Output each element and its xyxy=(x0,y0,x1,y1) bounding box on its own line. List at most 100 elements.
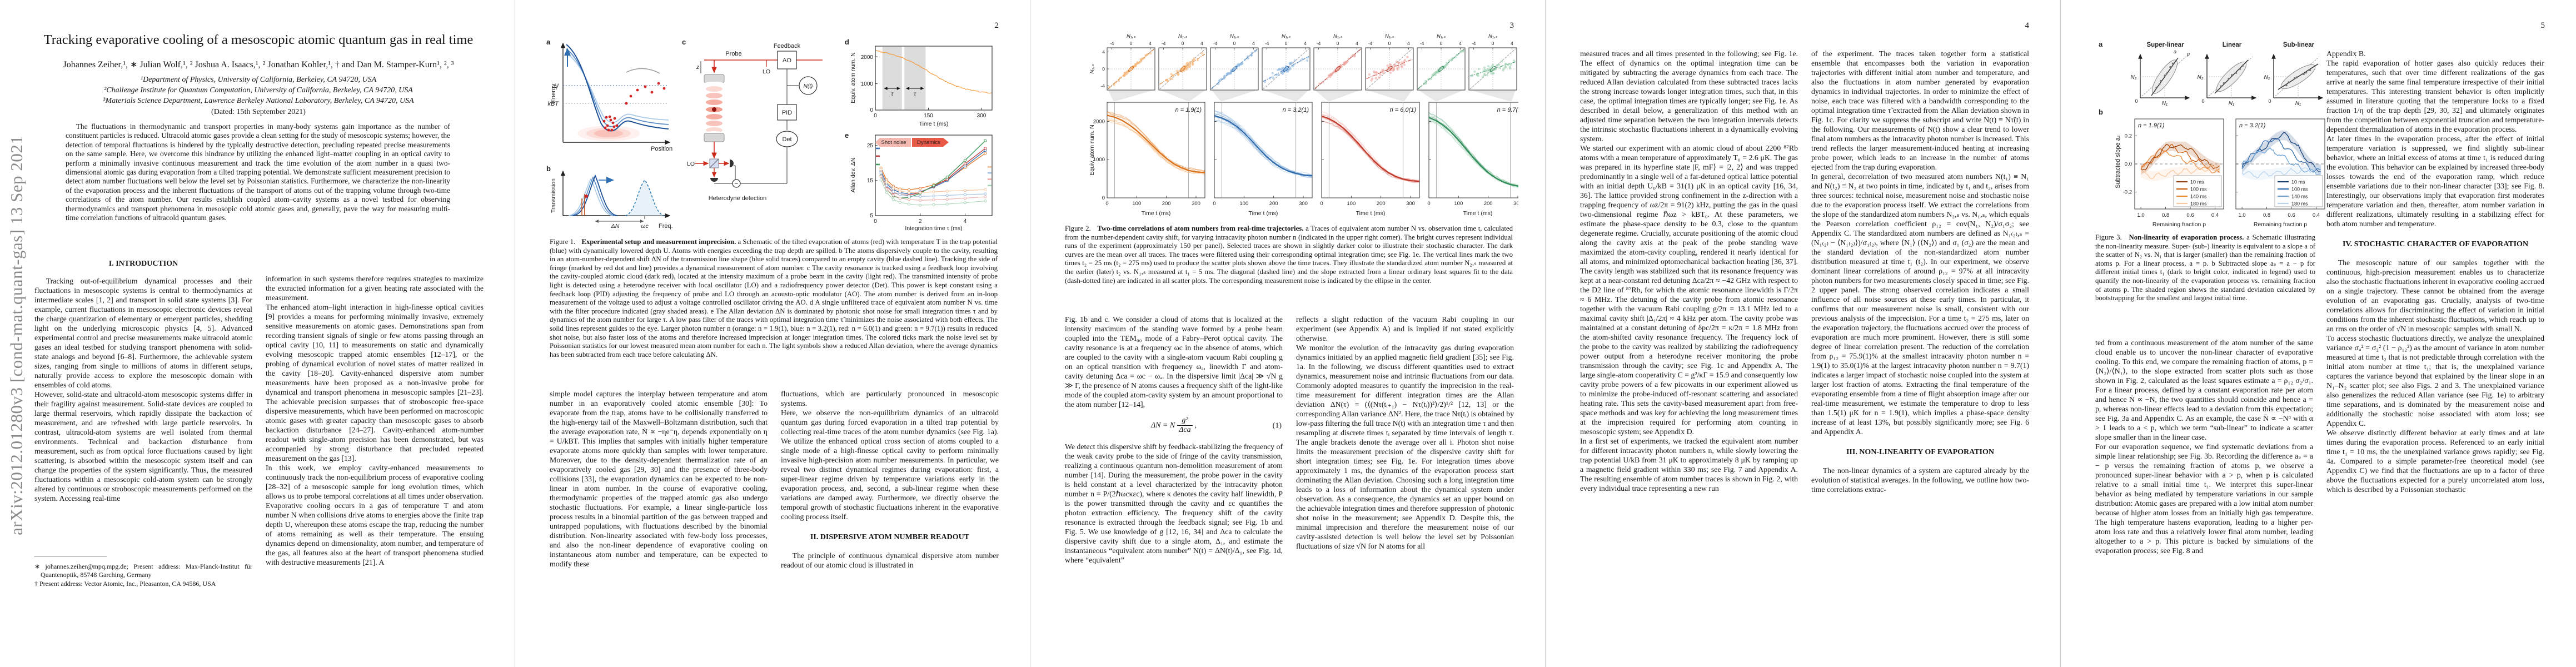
svg-text:−: − xyxy=(735,181,738,187)
tick-label: 300 xyxy=(977,113,986,119)
svg-text:200: 200 xyxy=(1377,201,1386,207)
fig3a-title-linear: Linear xyxy=(2223,42,2242,48)
svg-text:-4: -4 xyxy=(1317,41,1321,46)
svg-text:-4: -4 xyxy=(1213,41,1218,46)
fig3a-mini-linear: 0 N₂ N₁ xyxy=(2197,53,2257,107)
paragraph: To access stochastic fluctuations direct… xyxy=(2326,334,2544,427)
panel-letter-b: b xyxy=(2099,108,2103,116)
legend-item-label: 140 ms xyxy=(2291,194,2308,200)
dynamics-badge xyxy=(912,138,949,147)
svg-text:200: 200 xyxy=(1162,201,1171,207)
fig1a-xlabel: Position xyxy=(651,146,672,152)
paragraph: measured traces and all times presented … xyxy=(1580,49,1798,143)
page4-column-right: of the experiment. The traces taken toge… xyxy=(1811,49,2029,610)
panel-letter-c: c xyxy=(682,38,686,46)
section-heading-dispersive-readout: II. DISPERSIVE ATOM NUMBER READOUT xyxy=(810,533,970,541)
affiliation-3: ³Materials Science Department, Lawrence … xyxy=(103,97,414,105)
fig3a-title-super: Super-linear xyxy=(2146,42,2184,48)
svg-text:N₁,ₛ: N₁,ₛ xyxy=(1488,33,1497,39)
paragraph: information in such systems therefore re… xyxy=(266,275,484,302)
svg-text:2000: 2000 xyxy=(1093,118,1105,125)
svg-text:4: 4 xyxy=(1304,41,1307,46)
fig3a-mini-super: 0 N₂ N₁ a p xyxy=(2130,49,2190,107)
fig1e-ylabel: Allan dev. ΔN xyxy=(850,158,856,193)
paragraph: Appendix B. xyxy=(2326,49,2366,58)
figure-3-caption: Figure 3. Non-linearity of evaporation p… xyxy=(2095,233,2316,302)
paragraph: We detect this dispersive shift by feedb… xyxy=(1065,442,1283,565)
paragraph: reflects a slight reduction of the vacuu… xyxy=(1296,315,1514,342)
tick-label: 4 xyxy=(964,218,967,225)
legend-item-label: 180 ms xyxy=(2291,201,2308,207)
fig1c-lo-label: LO xyxy=(763,68,770,75)
fig1-panel-a: a Energy Position U kBT xyxy=(546,38,672,152)
svg-text:1.0: 1.0 xyxy=(2137,212,2145,218)
panel-letter-a: a xyxy=(2099,40,2103,48)
fig1c-heterodyne-label: Heterodyne detection xyxy=(709,195,767,202)
svg-text:-4: -4 xyxy=(1420,41,1424,46)
tick-label: 150 xyxy=(924,113,933,119)
svg-text:N₁,ₛ: N₁,ₛ xyxy=(1127,33,1135,39)
page1-column-right: information in such systems therefore re… xyxy=(266,274,484,608)
paragraph: We monitor the evolution of the intracav… xyxy=(1296,344,1514,550)
svg-text:-4: -4 xyxy=(1110,41,1114,46)
affiliation-1: ¹Department of Physics, University of Ca… xyxy=(140,76,377,84)
svg-text:0.8: 0.8 xyxy=(2263,212,2270,218)
svg-text:0: 0 xyxy=(1388,41,1391,46)
fig1-panel-d: d τ τ 0 150 300 0 1000 2000 Equiv. atom n… xyxy=(845,38,993,127)
svg-text:0: 0 xyxy=(1427,201,1430,207)
figure-2: -4 0 4 N₁,ₛ -4 0 4 N₁,ₛ -4 0 4 N₁,ₛ -4 0 4 N₁,ₛ -4 0 4 N₁,ₛ… xyxy=(1089,33,1518,217)
svg-text:4: 4 xyxy=(1200,41,1203,46)
fig3-panel-b: b Subtracted slope aₛ n = 1.9(1) 1.0 0.8 0.… xyxy=(2099,108,2325,228)
paragraph: At later times in the evaporation proces… xyxy=(2326,135,2544,228)
legend-item-label: 100 ms xyxy=(2190,187,2207,192)
arxiv-stamp: arXiv:2012.01280v3 [cond-mat.quant-gas] … xyxy=(7,135,26,535)
paragraph: The non-linear dynamics of a system are … xyxy=(1811,466,2029,494)
page3-column-left: Fig. 1b and c. We consider a cloud of at… xyxy=(1065,315,1283,609)
svg-text:0: 0 xyxy=(1105,201,1108,207)
svg-text:τ: τ xyxy=(914,91,916,97)
shot-noise-badge xyxy=(875,138,911,147)
tick-label: 5 xyxy=(870,213,873,219)
svg-text:4: 4 xyxy=(1252,41,1255,46)
page-number: 5 xyxy=(2540,21,2545,30)
paragraph: We started our experiment with an atomic… xyxy=(1580,144,1798,436)
fig3b-ylabel: Subtracted slope aₛ xyxy=(2115,135,2121,188)
svg-text:N₁,ₛ: N₁,ₛ xyxy=(1385,33,1394,39)
svg-text:N₂,ₛ: N₂,ₛ xyxy=(1089,64,1095,73)
svg-text:N₁,ₛ: N₁,ₛ xyxy=(1230,33,1239,39)
page5-column-right: Appendix B. The rapid evaporation of hot… xyxy=(2326,49,2544,610)
paragraph: Tracking out-of-equilibrium dynamical pr… xyxy=(34,277,252,389)
page5-column-left: ted from a continuous measurement of the… xyxy=(2095,338,2313,609)
fig3b-legend: 10 ms 100 ms 140 ms180 ms xyxy=(2274,175,2323,207)
fig3a-xlabel: N₁ xyxy=(2162,101,2168,107)
svg-text:100: 100 xyxy=(1454,201,1463,207)
svg-text:0.6: 0.6 xyxy=(2186,212,2194,218)
svg-text:N₁,ₛ: N₁,ₛ xyxy=(1178,33,1187,39)
svg-text:300: 300 xyxy=(1299,201,1308,207)
section-heading-stochastic: IV. STOCHASTIC CHARACTER OF EVAPORATION xyxy=(2342,240,2529,248)
svg-text:4: 4 xyxy=(1459,41,1462,46)
dynamics-label: Dynamics xyxy=(917,140,940,146)
section-heading-nonlinearity: III. NON-LINEARITY OF EVAPORATION xyxy=(1846,448,1995,456)
fig1c-pid-box: PID xyxy=(782,109,792,116)
paragraph: The enhanced atom–light interaction in h… xyxy=(266,303,484,462)
fig1b-ylabel: Transmission xyxy=(550,178,557,213)
svg-text:0.4: 0.4 xyxy=(2211,212,2219,218)
fig1d-xlabel: Time t (ms) xyxy=(919,121,949,127)
paragraph: The rapid evaporation of hotter gases al… xyxy=(2326,59,2544,133)
paragraph: The principle of continuous dynamical di… xyxy=(781,551,999,569)
fig1b-shift-label: ΔN xyxy=(611,223,620,230)
svg-text:0: 0 xyxy=(1182,41,1184,46)
svg-text:4: 4 xyxy=(1407,41,1410,46)
paragraph: Here, we observe the non-equilibrium dyn… xyxy=(781,409,999,521)
fig3b-legend: 10 ms 100 ms 140 ms180 ms xyxy=(2173,175,2222,207)
svg-text:1000: 1000 xyxy=(1093,157,1105,163)
svg-text:0: 0 xyxy=(1102,66,1105,72)
svg-text:1.0: 1.0 xyxy=(2239,212,2246,218)
page2-column-right: fluctuations, which are particularly pro… xyxy=(781,389,999,610)
fig1e-xlabel: Integration time τ (ms) xyxy=(905,225,962,231)
fig1c-standing-wave xyxy=(706,86,723,133)
legend-item-label: 10 ms xyxy=(2291,180,2305,185)
svg-text:0: 0 xyxy=(1320,201,1323,207)
